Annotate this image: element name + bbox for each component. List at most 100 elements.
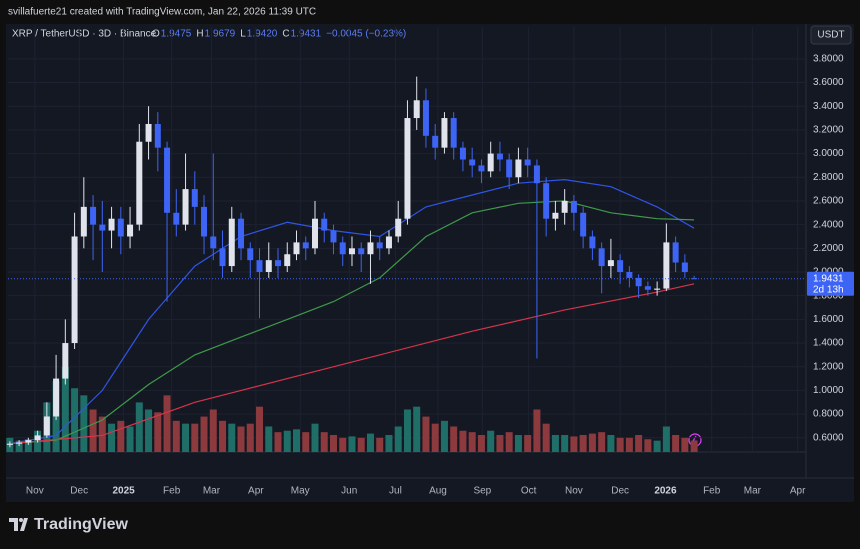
x-tick-label: 2025 [112, 486, 135, 497]
volume-bar [607, 435, 615, 452]
candle-body [450, 118, 457, 148]
currency-button[interactable] [810, 25, 852, 45]
x-tick-label: Apr [790, 486, 806, 497]
volume-bar [89, 409, 97, 452]
price-tag-value: 1.9431 [813, 273, 844, 284]
candle-body [533, 165, 540, 184]
candle-body [635, 277, 642, 287]
x-tick-label: Jun [341, 486, 357, 497]
candle-body [607, 260, 614, 267]
volume-bar [496, 435, 504, 452]
legend-value: −0.0045 (−0.23%) [326, 29, 406, 40]
volume-bar [71, 388, 79, 452]
volume-bar [108, 423, 116, 452]
volume-bar [145, 409, 153, 452]
y-tick-label: 1.6000 [813, 314, 844, 325]
candle-body [145, 123, 152, 142]
credit: svillafuerte21 created with TradingView.… [8, 7, 316, 18]
legend-key: O [152, 29, 160, 40]
candle-body [99, 224, 106, 231]
y-tick-label: 2.6000 [813, 196, 844, 207]
candle-body [589, 236, 596, 249]
volume-bar [228, 423, 236, 452]
candle-body [275, 260, 282, 267]
legend-key: L [240, 29, 246, 40]
candle-body [256, 260, 263, 272]
x-tick-label: 2026 [654, 486, 677, 497]
y-tick-label: 3.6000 [813, 77, 844, 88]
candle-body [654, 288, 661, 290]
candle-body [496, 153, 503, 160]
volume-bar [477, 435, 485, 452]
candle-body [164, 147, 171, 213]
candle-body [570, 200, 577, 213]
volume-bar [117, 420, 125, 452]
volume-bar [403, 409, 411, 452]
volume-bar [551, 435, 559, 452]
candle-body [284, 254, 291, 267]
volume-bar [625, 437, 633, 452]
volume-bar [690, 440, 698, 452]
moving-average [9, 200, 695, 445]
candle-body [395, 218, 402, 237]
y-tick-label: 1.8000 [813, 290, 844, 301]
volume-bar [237, 426, 245, 452]
moving-averages [9, 178, 695, 445]
volume-bar [662, 426, 670, 452]
volume-bar [561, 435, 569, 452]
candle-body [404, 118, 411, 219]
x-tick-label: Dec [611, 486, 629, 497]
volume-bar [274, 432, 282, 452]
volume-bar [80, 395, 88, 452]
legend-value: 1.9420 [247, 29, 278, 40]
y-tick-label: 3.2000 [813, 125, 844, 136]
volume-bar [246, 423, 254, 452]
volume-bar [339, 437, 347, 452]
candle-body [191, 189, 198, 207]
candle-body [580, 212, 587, 237]
volume-bar [635, 435, 643, 452]
candle-body [644, 286, 651, 290]
candle-body [34, 435, 41, 441]
legend-key: C [282, 29, 289, 40]
volume-bar [616, 437, 624, 452]
candle-body [90, 206, 97, 225]
moving-average [9, 283, 695, 445]
volume-bar [394, 426, 402, 452]
x-tick-label: Aug [429, 486, 447, 497]
candle-body [663, 242, 670, 289]
candle-body [265, 260, 272, 272]
y-tick-label: 3.8000 [813, 53, 844, 64]
volume-bar [219, 420, 227, 452]
y-tick-label: 0.6000 [813, 432, 844, 443]
y-tick-label: 1.2000 [813, 361, 844, 372]
volume-bar [24, 439, 32, 452]
x-tick-label: Jul [389, 486, 402, 497]
candle-body [413, 100, 420, 119]
volume-bar [191, 423, 199, 452]
x-tick-label: Feb [163, 486, 181, 497]
candle-body [311, 218, 318, 249]
candle-body [469, 159, 476, 166]
ohlc-legend: O 1.9475 H 1.9679 L 1.9420 C 1.9431 −0.0045 (−0.… [152, 29, 406, 40]
candle-body [247, 248, 254, 261]
volume-bar [172, 420, 180, 452]
y-tick-label: 2.4000 [813, 219, 844, 230]
candle-body [62, 343, 69, 379]
candle-body [210, 236, 217, 249]
candle-body [626, 272, 633, 278]
volume-bar [505, 432, 513, 452]
legend-value: 1.9475 [161, 29, 192, 40]
volume-bar [61, 367, 69, 452]
volume-bar [413, 406, 421, 452]
volume-bar [15, 440, 23, 452]
legend-key: H [196, 29, 203, 40]
candle-body [561, 200, 568, 213]
candle-body [71, 236, 78, 344]
y-tick-label: 1.0000 [813, 385, 844, 396]
candle-body [348, 248, 355, 255]
volume-bar [681, 437, 689, 452]
volume-bar [98, 416, 106, 452]
brand: TradingView [34, 516, 129, 533]
price-tag [807, 271, 854, 296]
